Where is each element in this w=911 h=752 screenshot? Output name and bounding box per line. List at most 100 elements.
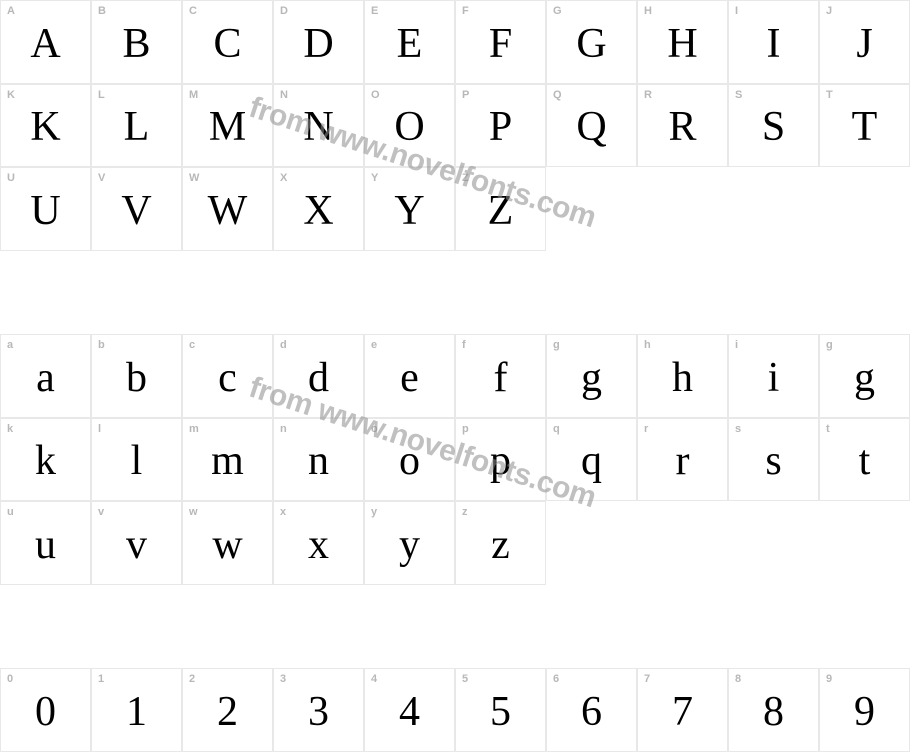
glyph-cell: ii <box>728 334 819 418</box>
glyph-cell-glyph: g <box>854 357 875 399</box>
glyph-cell <box>546 167 637 251</box>
glyph-cell-glyph: d <box>308 357 329 399</box>
glyph-cell: zz <box>455 501 546 585</box>
glyph-cell-glyph: a <box>36 357 55 399</box>
glyph-cell: cc <box>182 334 273 418</box>
glyph-cell: ll <box>91 418 182 502</box>
glyph-cell-label: E <box>371 5 379 17</box>
glyph-cell-label: D <box>280 5 288 17</box>
glyph-cell-label: Z <box>462 172 469 184</box>
glyph-cell-label: G <box>553 5 562 17</box>
glyph-cell: NN <box>273 84 364 168</box>
glyph-cell-label: u <box>7 506 14 518</box>
glyph-cell-label: 1 <box>98 673 105 685</box>
glyph-cell: nn <box>273 418 364 502</box>
glyph-cell <box>819 167 910 251</box>
glyph-cell-label: y <box>371 506 378 518</box>
glyph-cell-glyph: 0 <box>35 691 56 733</box>
glyph-cell-glyph: X <box>303 190 333 232</box>
glyph-cell-label: b <box>98 339 105 351</box>
glyph-cell-glyph: w <box>212 524 242 566</box>
glyph-cell: PP <box>455 84 546 168</box>
glyph-cell-label: x <box>280 506 287 518</box>
glyph-cell-glyph: e <box>400 357 419 399</box>
glyph-cell: CC <box>182 0 273 84</box>
glyph-cell-glyph: L <box>124 106 150 148</box>
glyph-cell-glyph: z <box>491 524 510 566</box>
glyph-cell-glyph: g <box>581 357 602 399</box>
glyph-cell-glyph: V <box>121 190 151 232</box>
glyph-cell-label: 3 <box>280 673 287 685</box>
glyph-cell-glyph: k <box>35 440 56 482</box>
glyph-cell: BB <box>91 0 182 84</box>
glyph-cell: yy <box>364 501 455 585</box>
glyph-cell: JJ <box>819 0 910 84</box>
glyph-cell-glyph: C <box>213 23 241 65</box>
glyph-cell: mm <box>182 418 273 502</box>
glyph-cell: LL <box>91 84 182 168</box>
glyph-cell-glyph: y <box>399 524 420 566</box>
glyph-cell: TT <box>819 84 910 168</box>
glyph-cell-glyph: Y <box>394 190 424 232</box>
glyph-cell-glyph: P <box>489 106 512 148</box>
glyph-cell-glyph: 6 <box>581 691 602 733</box>
glyph-cell-glyph: p <box>490 440 511 482</box>
glyph-cell-label: A <box>7 5 15 17</box>
glyph-cell: 88 <box>728 668 819 752</box>
glyph-cell-glyph: H <box>667 23 697 65</box>
glyph-cell-label: e <box>371 339 378 351</box>
glyph-cell-label: a <box>7 339 14 351</box>
glyph-cell-glyph: Q <box>576 106 606 148</box>
glyph-cell-label: T <box>826 89 833 101</box>
glyph-cell-label: 2 <box>189 673 196 685</box>
glyph-cell-label: o <box>371 423 378 435</box>
glyph-cell: 44 <box>364 668 455 752</box>
glyph-cell-label: W <box>189 172 200 184</box>
glyph-cell: DD <box>273 0 364 84</box>
glyph-cell: gg <box>819 334 910 418</box>
glyph-cell-label: H <box>644 5 652 17</box>
glyph-cell: QQ <box>546 84 637 168</box>
glyph-cell-glyph: D <box>303 23 333 65</box>
glyph-cell-glyph: B <box>122 23 150 65</box>
glyph-cell-label: 0 <box>7 673 14 685</box>
glyph-cell-label: 9 <box>826 673 833 685</box>
glyph-cell-label: g <box>826 339 833 351</box>
glyph-cell-glyph: N <box>303 106 333 148</box>
glyph-cell <box>637 501 728 585</box>
glyph-cell-label: g <box>553 339 560 351</box>
glyph-cell-glyph: 5 <box>490 691 511 733</box>
glyph-cell: ZZ <box>455 167 546 251</box>
glyph-cell-label: w <box>189 506 198 518</box>
glyph-cell-label: r <box>644 423 649 435</box>
glyph-cell: UU <box>0 167 91 251</box>
glyph-cell-label: J <box>826 5 833 17</box>
glyph-cell: EE <box>364 0 455 84</box>
glyph-cell-label: V <box>98 172 106 184</box>
glyph-cell: YY <box>364 167 455 251</box>
glyph-cell-glyph: M <box>209 106 246 148</box>
glyph-cell-label: s <box>735 423 742 435</box>
glyph-cell-glyph: f <box>494 357 508 399</box>
glyph-cell-label: C <box>189 5 197 17</box>
glyph-cell-glyph: m <box>211 440 244 482</box>
glyph-cell-label: z <box>462 506 468 518</box>
glyph-cell: KK <box>0 84 91 168</box>
glyph-cell: gg <box>546 334 637 418</box>
glyph-cell-glyph: r <box>676 440 690 482</box>
glyph-cell-label: K <box>7 89 15 101</box>
glyph-cell: SS <box>728 84 819 168</box>
glyph-cell-glyph: l <box>131 440 143 482</box>
glyph-cell-label: c <box>189 339 196 351</box>
glyph-cell-glyph: u <box>35 524 56 566</box>
glyph-cell-glyph: c <box>218 357 237 399</box>
glyph-cell-glyph: 3 <box>308 691 329 733</box>
glyph-cell-label: f <box>462 339 466 351</box>
glyph-cell-glyph: Z <box>488 190 514 232</box>
character-map-grid: AABBCCDDEEFFGGHHIIJJKKLLMMNNOOPPQQRRSSTT… <box>0 0 911 752</box>
glyph-cell: qq <box>546 418 637 502</box>
glyph-cell-label: v <box>98 506 105 518</box>
glyph-cell-label: 6 <box>553 673 560 685</box>
glyph-cell <box>819 501 910 585</box>
glyph-cell-label: R <box>644 89 652 101</box>
